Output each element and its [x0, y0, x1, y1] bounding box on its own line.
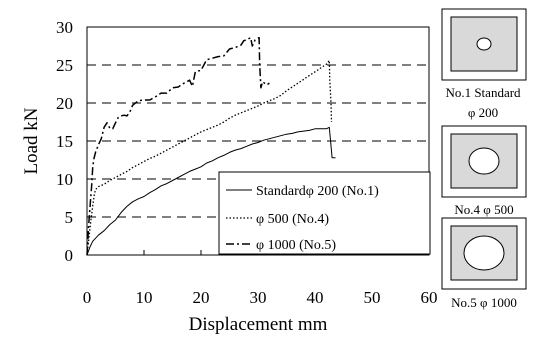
specimen-plate: [450, 133, 518, 189]
x-axis-label: Displacement mm: [189, 314, 328, 335]
y-tick-label: 25: [56, 56, 73, 75]
x-tick-label: 50: [364, 288, 381, 307]
series-line-standard: [86, 126, 336, 256]
y-tick-label: 30: [56, 18, 73, 37]
specimen-no4: [441, 125, 527, 198]
specimen-hole-small: [476, 37, 492, 51]
specimen-sublabel-no1: φ 200: [468, 105, 498, 120]
x-tick-label: 40: [307, 288, 324, 307]
x-tick-label: 20: [193, 288, 210, 307]
series-line-phi1000: [86, 36, 270, 256]
specimen-diagrams: No.1 Standard φ 200 No.4 φ 500 No.5 φ 10…: [441, 8, 527, 310]
specimen-no1: [441, 8, 527, 81]
legend-label-phi500: φ 500 (No.4): [256, 212, 329, 227]
y-tick-label: 5: [65, 208, 74, 227]
y-tick-label: 20: [56, 94, 73, 113]
specimen-label-no4: No.4 φ 500: [454, 202, 513, 217]
y-tick-label: 15: [56, 132, 73, 151]
specimen-label-no1: No.1 Standard: [445, 85, 521, 100]
y-tick-label: 0: [65, 246, 74, 265]
x-tick-labels: 0 10 20 30 40 50 60: [83, 288, 438, 307]
x-tick-label: 30: [250, 288, 267, 307]
legend-box: [218, 171, 431, 255]
y-axis-label: Load kN: [21, 107, 42, 174]
specimen-hole-large: [463, 235, 505, 271]
specimen-no5: [441, 217, 527, 290]
legend-label-standard: Standardφ 200 (No.1): [256, 184, 379, 199]
x-tick-label: 0: [83, 288, 92, 307]
x-tick-label: 60: [421, 288, 438, 307]
series-lines: [86, 36, 336, 256]
legend-label-phi1000: φ 1000 (No.5): [256, 238, 336, 253]
y-tick-label: 10: [56, 170, 73, 189]
x-tick-label: 10: [136, 288, 153, 307]
legend: Standardφ 200 (No.1) φ 500 (No.4) φ 1000…: [218, 171, 431, 255]
specimen-label-no5: No.5 φ 1000: [451, 295, 517, 310]
y-tick-labels: 0 5 10 15 20 25 30: [56, 18, 73, 265]
series-line-phi500: [86, 59, 333, 256]
specimen-hole-medium: [468, 147, 500, 175]
